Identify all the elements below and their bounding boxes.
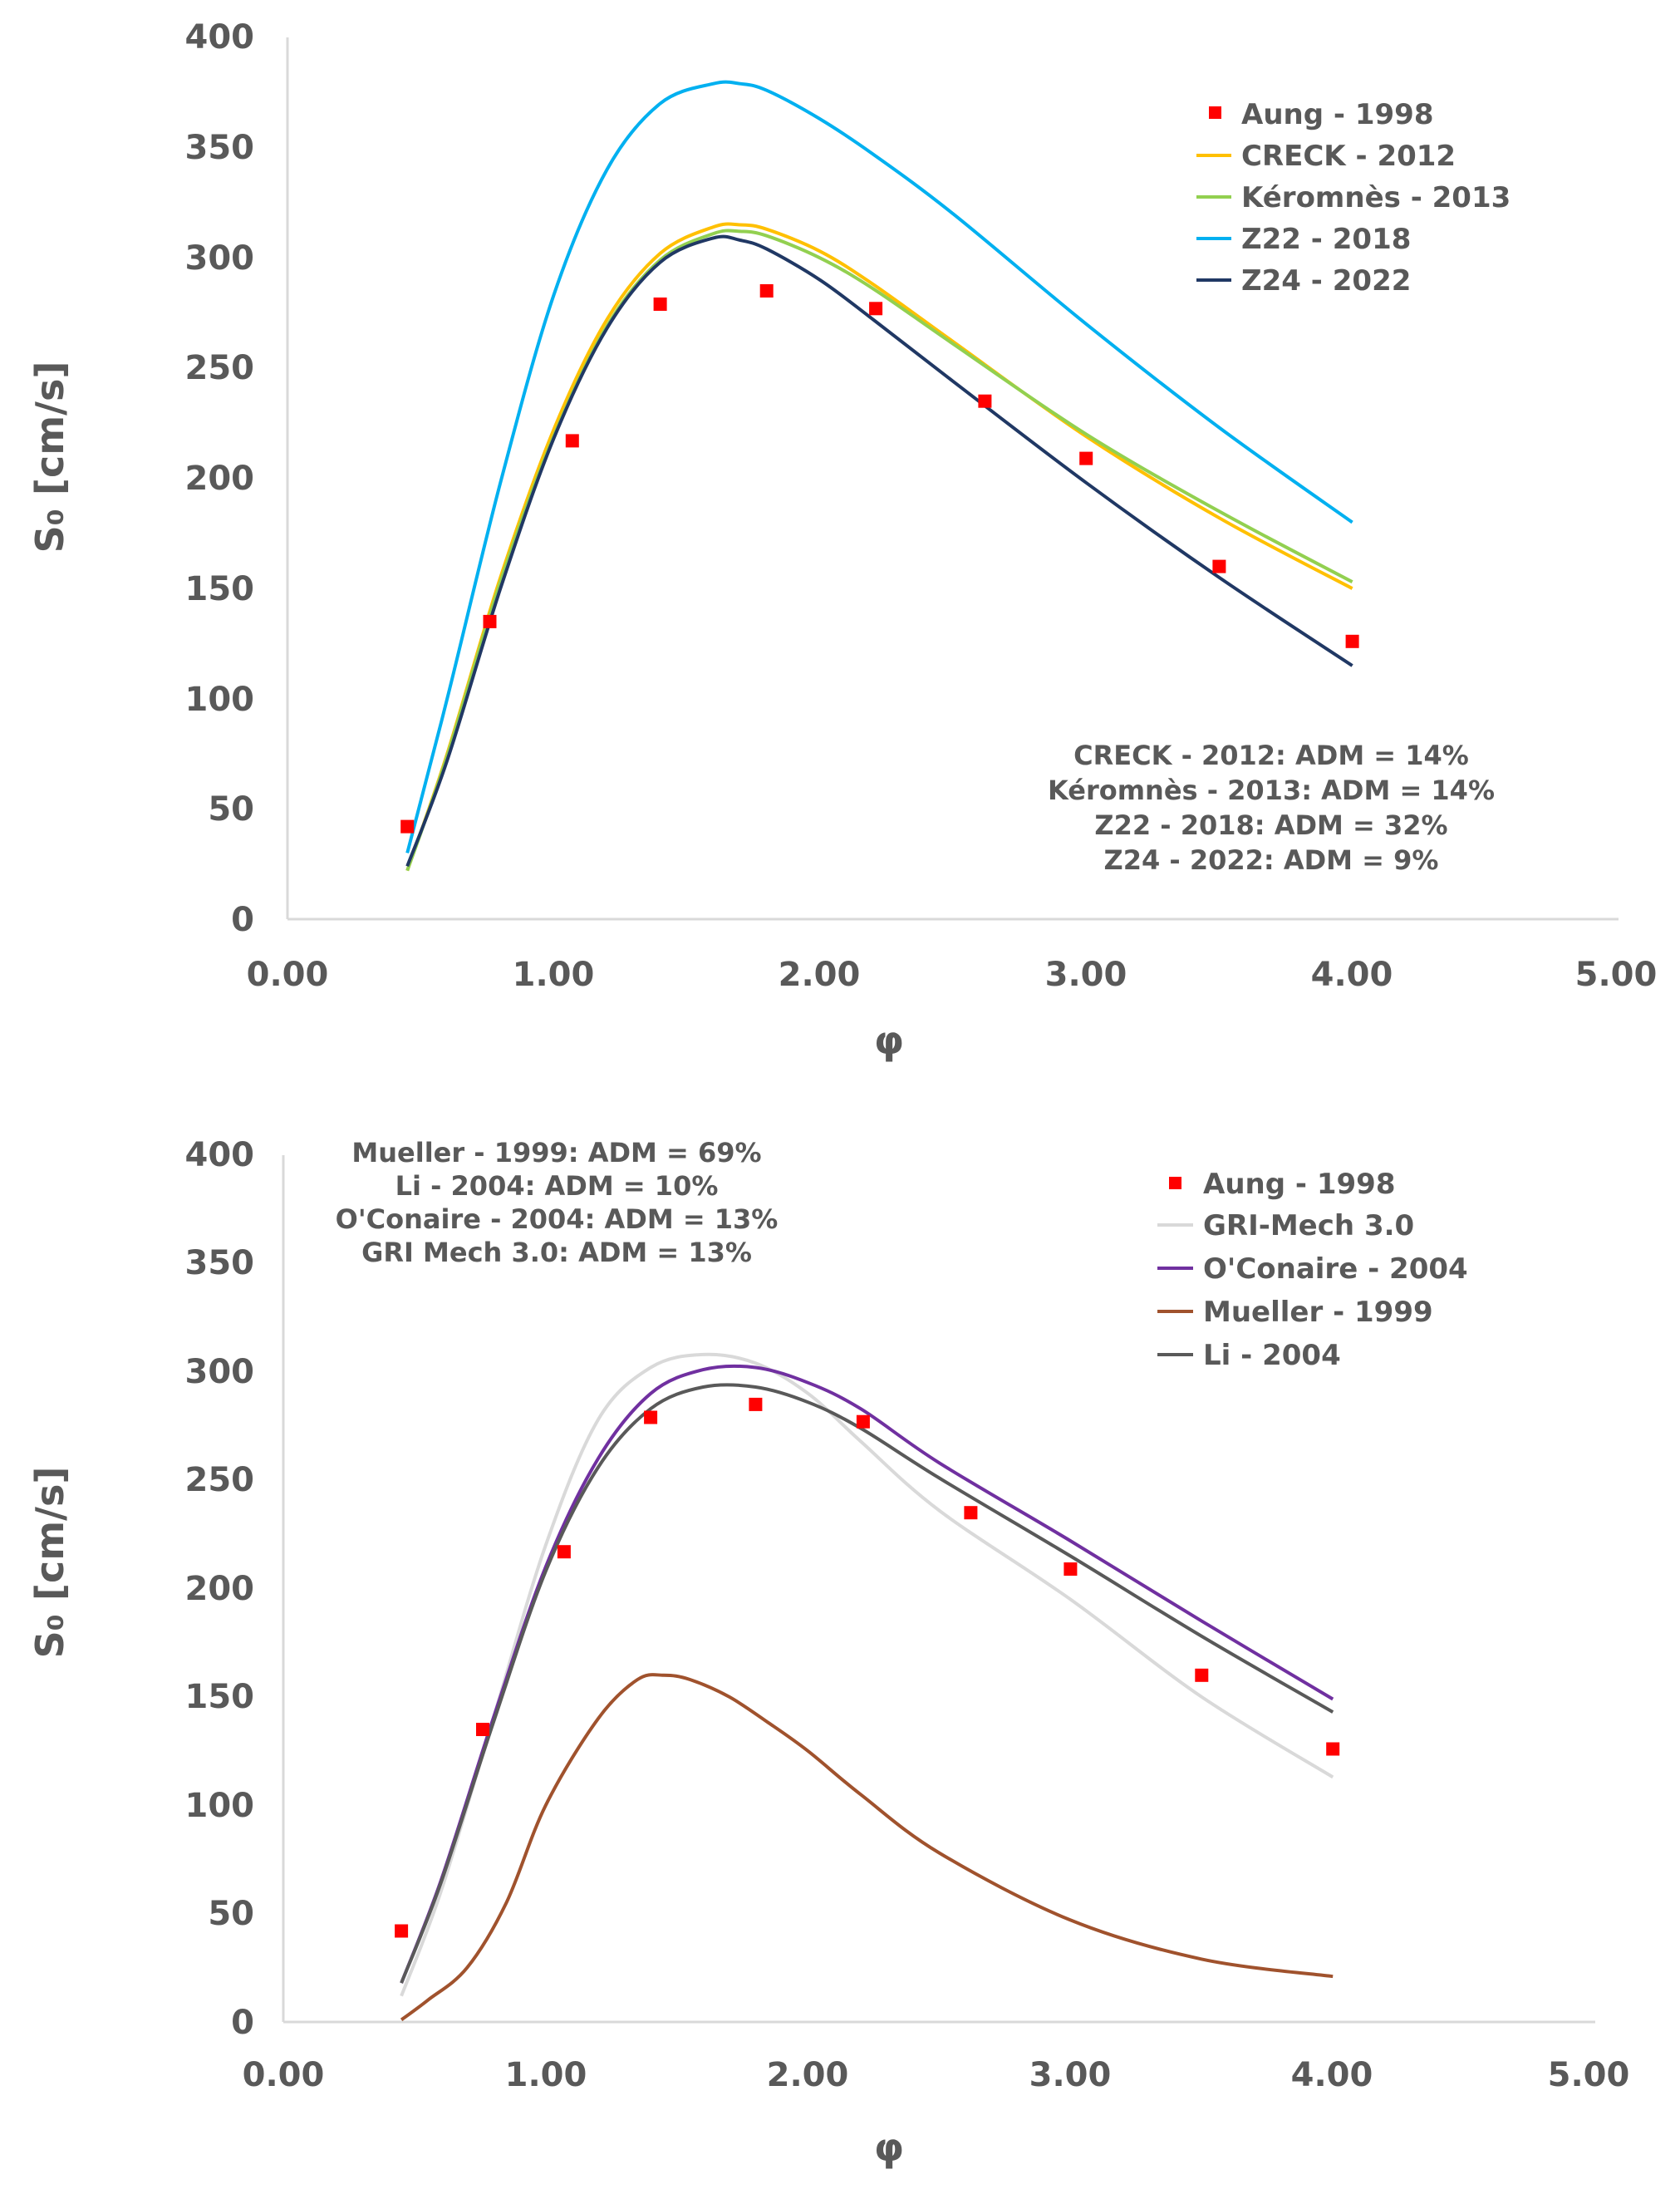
chart-top-x-tick-label: 0.00 (247, 956, 329, 994)
chart-bottom-x-tick-label: 5.00 (1548, 2056, 1630, 2094)
chart-top-data-point (400, 819, 415, 834)
chart-bottom-x-tick-label: 4.00 (1291, 2056, 1373, 2094)
chart-top-note: CRECK - 2012: ADM = 14% (1073, 740, 1469, 771)
chart-bottom-legend-label-gri: GRI-Mech 3.0 (1203, 1209, 1414, 1242)
chart-top-x-tick-label: 4.00 (1311, 956, 1393, 994)
chart-top-x-axis-title: φ (874, 1018, 904, 1063)
chart-top-legend-label-creck: CRECK - 2012 (1241, 140, 1456, 173)
chart-top-series-line-2 (405, 229, 1353, 872)
chart-bottom-y-axis-title: S₀ [cm/s] (27, 1467, 72, 1659)
chart-bottom-data-point (856, 1414, 870, 1429)
chart-top-series-line-4 (405, 234, 1353, 868)
chart-bottom-y-tick-label: 150 (185, 1678, 255, 1716)
chart-bottom-x-tick-label: 2.00 (767, 2056, 849, 2094)
chart-bottom-x-tick-label: 3.00 (1029, 2056, 1112, 2094)
chart-top-y-tick-label: 100 (185, 681, 255, 719)
chart-bottom-x-tick-label: 1.00 (505, 2056, 587, 2094)
chart-top-x-ticks: 0.00 1.00 2.00 3.00 4.00 5.00 (247, 956, 1658, 994)
chart-bottom-data-point (749, 1397, 763, 1411)
chart-top-data-point (978, 394, 992, 408)
chart-bottom-x-tick-label: 0.00 (243, 2056, 325, 2094)
chart-top-y-tick-label: 400 (185, 18, 255, 57)
chart-bottom: 0 50 100 150 200 250 300 350 400 0.00 1.… (27, 1136, 1629, 2170)
chart-bottom-legend-label-aung: Aung - 1998 (1203, 1168, 1395, 1201)
chart-top-y-tick-label: 50 (208, 790, 254, 829)
chart-bottom-data-point (964, 1506, 978, 1520)
chart-bottom-legend-marker-aung (1169, 1177, 1181, 1189)
chart-top-legend-label-aung: Aung - 1998 (1241, 98, 1433, 131)
chart-top-note: Z24 - 2022: ADM = 9% (1104, 844, 1439, 876)
chart-bottom-series-line-3 (400, 1673, 1334, 2022)
chart-bottom-series-line-1 (400, 1352, 1334, 1997)
chart-bottom-data-point (644, 1410, 658, 1424)
chart-bottom-data-point (395, 1924, 409, 1938)
chart-bottom-y-tick-label: 200 (185, 1570, 255, 1608)
chart-bottom-data-point (1195, 1668, 1209, 1682)
chart-top-series-line-1 (405, 222, 1353, 872)
chart-bottom-legend-label-mueller: Mueller - 1999 (1203, 1296, 1433, 1329)
chart-bottom-series-line-4 (400, 1383, 1334, 1984)
chart-top-legend-marker-aung (1209, 106, 1221, 119)
chart-top-legend-label-z24: Z24 - 2022 (1241, 264, 1411, 298)
chart-bottom-legend-label-li: Li - 2004 (1203, 1339, 1341, 1372)
chart-top-note: Z22 - 2018: ADM = 32% (1094, 809, 1447, 841)
chart-top-y-tick-label: 0 (231, 901, 254, 939)
chart-top-data-point (869, 302, 883, 316)
chart-top-legend-label-z22: Z22 - 2018 (1241, 223, 1411, 256)
chart-bottom-plot-area (395, 1352, 1340, 2022)
chart-bottom-data-point (1064, 1562, 1078, 1576)
chart-bottom-note: GRI Mech 3.0: ADM = 13% (361, 1237, 752, 1268)
chart-bottom-note: Mueller - 1999: ADM = 69% (351, 1137, 761, 1168)
chart-top-y-ticks: 0 50 100 150 200 250 300 350 400 (185, 18, 255, 939)
chart-bottom-x-axis-title: φ (874, 2125, 904, 2170)
chart-top-note: Kéromnès - 2013: ADM = 14% (1048, 775, 1495, 806)
chart-top-legend: Aung - 1998 CRECK - 2012 Kéromnès - 2013… (1196, 98, 1511, 298)
chart-top-x-tick-label: 5.00 (1575, 956, 1658, 994)
chart-bottom-data-point (1326, 1742, 1340, 1756)
chart-bottom-y-tick-label: 100 (185, 1787, 255, 1825)
chart-bottom-y-tick-label: 0 (231, 2004, 254, 2042)
chart-top-data-point (565, 434, 579, 448)
chart-bottom-y-tick-label: 50 (208, 1895, 254, 1933)
chart-bottom-y-tick-label: 350 (185, 1244, 255, 1282)
chart-top-data-point (759, 284, 774, 298)
chart-top-y-axis-title: S₀ [cm/s] (27, 362, 72, 553)
chart-top-x-tick-label: 3.00 (1045, 956, 1127, 994)
chart-bottom-legend: Aung - 1998 GRI-Mech 3.0 O'Conaire - 200… (1157, 1168, 1468, 1372)
chart-top-data-point (653, 298, 667, 311)
chart-bottom-y-tick-label: 400 (185, 1136, 255, 1174)
chart-top-adm-notes: CRECK - 2012: ADM = 14% Kéromnès - 2013:… (1048, 740, 1495, 876)
chart-bottom-y-ticks: 0 50 100 150 200 250 300 350 400 (185, 1136, 255, 2042)
chart-top-data-point (1212, 559, 1226, 573)
chart-top-series-line-3 (405, 80, 1353, 853)
chart-bottom-data-point (557, 1545, 571, 1559)
chart-bottom-x-ticks: 0.00 1.00 2.00 3.00 4.00 5.00 (243, 2056, 1630, 2094)
chart-top-y-tick-label: 150 (185, 570, 255, 608)
chart-bottom-y-tick-label: 250 (185, 1461, 255, 1499)
chart-bottom-data-point (476, 1723, 489, 1736)
chart-bottom-legend-label-oconaire: O'Conaire - 2004 (1203, 1252, 1468, 1286)
chart-top-y-tick-label: 350 (185, 129, 255, 167)
chart-top-y-tick-label: 200 (185, 460, 255, 498)
chart-bottom-adm-notes: Mueller - 1999: ADM = 69% Li - 2004: ADM… (336, 1137, 779, 1268)
chart-top-data-point (1345, 634, 1359, 648)
chart-top-y-tick-label: 300 (185, 239, 255, 278)
chart-bottom-note: Li - 2004: ADM = 10% (395, 1170, 719, 1202)
chart-top-data-point (1079, 451, 1093, 465)
chart-bottom-y-tick-label: 300 (185, 1353, 255, 1391)
chart-top-x-tick-label: 1.00 (513, 956, 595, 994)
chart-top-legend-label-keromnes: Kéromnès - 2013 (1241, 181, 1511, 214)
chart-top-x-tick-label: 2.00 (779, 956, 861, 994)
chart-top-plot-area (400, 80, 1359, 872)
chart-bottom-series-line-2 (400, 1364, 1334, 1984)
chart-bottom-note: O'Conaire - 2004: ADM = 13% (336, 1203, 779, 1235)
chart-top-y-tick-label: 250 (185, 349, 255, 387)
chart-top: 0 50 100 150 200 250 300 350 400 0.00 1.… (27, 18, 1657, 1063)
chart-top-data-point (483, 614, 497, 628)
